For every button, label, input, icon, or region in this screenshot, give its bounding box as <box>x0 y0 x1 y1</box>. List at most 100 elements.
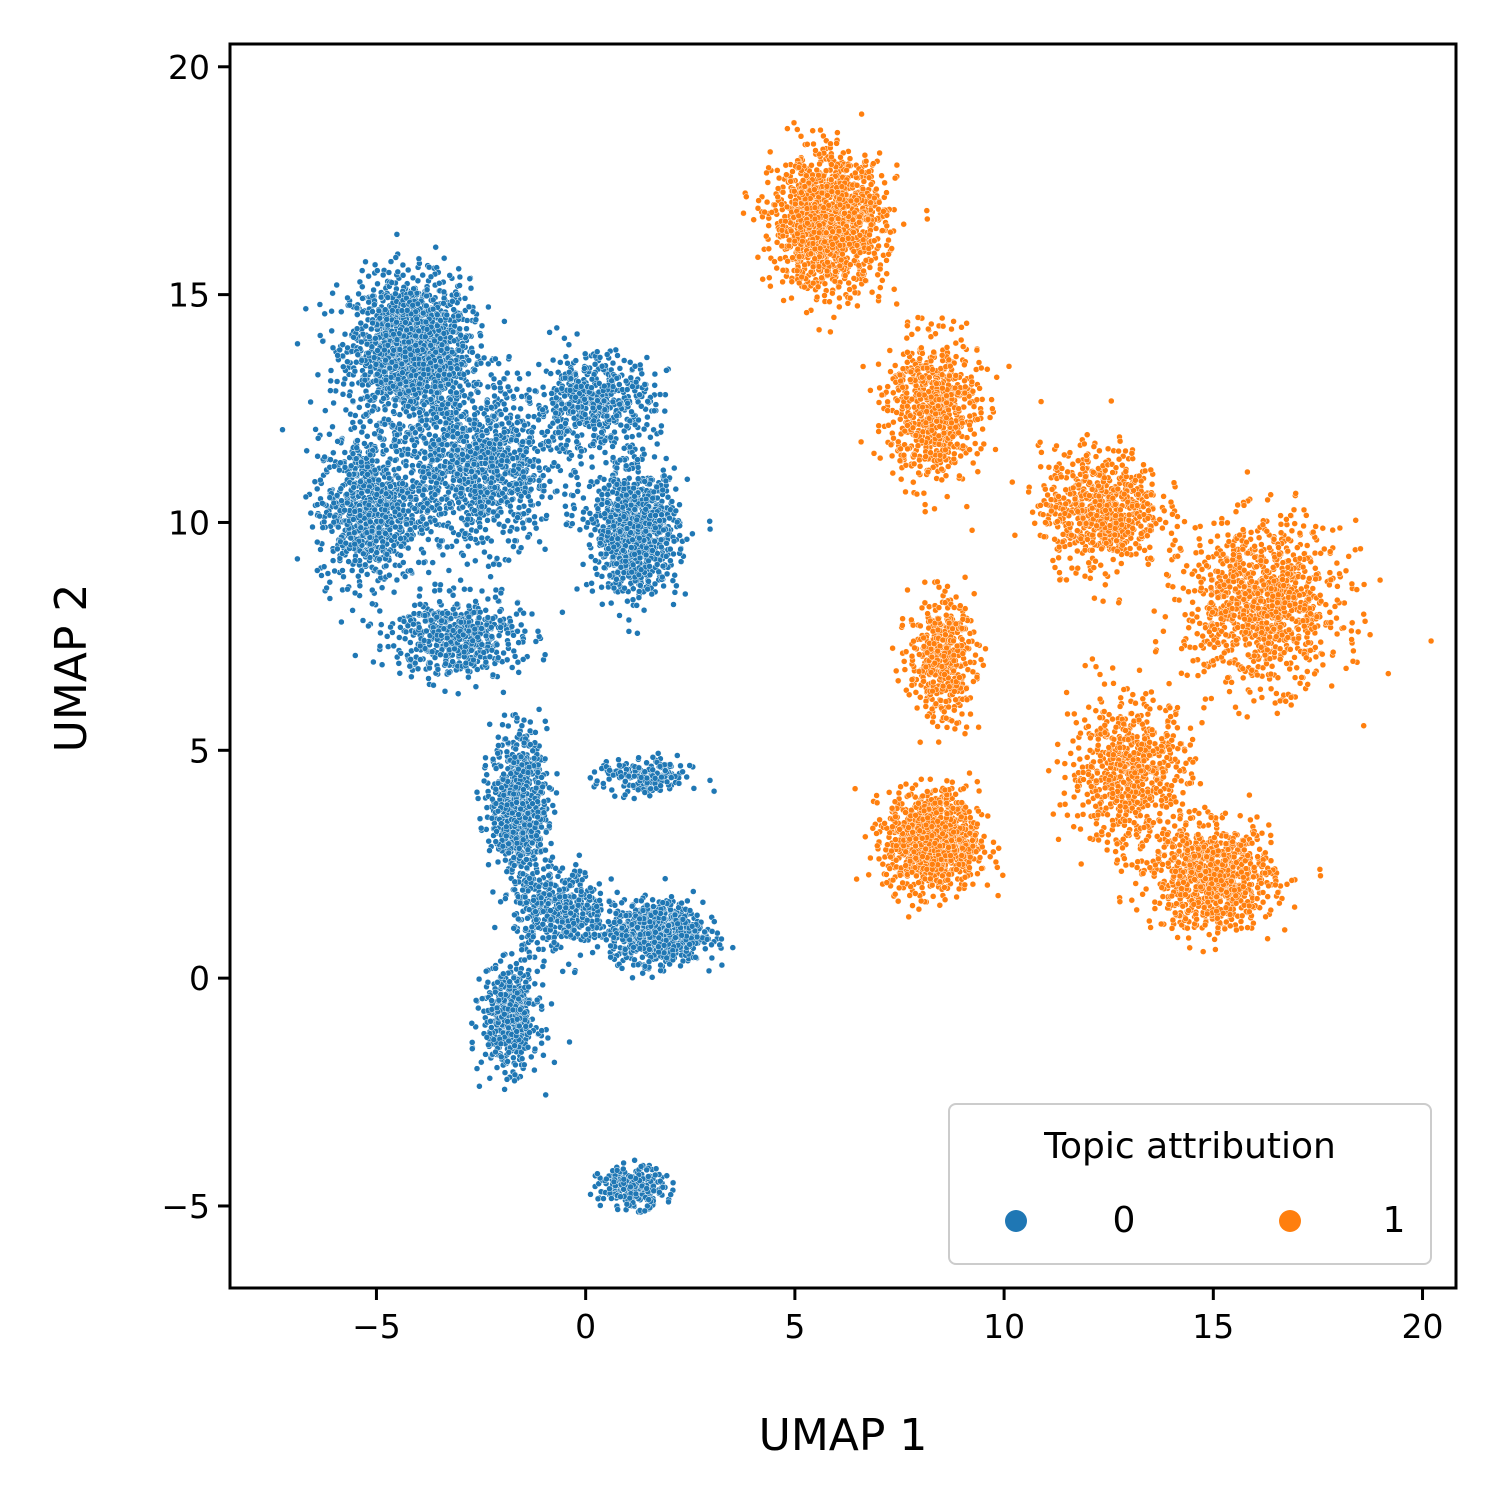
scatter-point <box>374 267 381 274</box>
scatter-point <box>341 449 349 456</box>
scatter-point <box>661 407 669 415</box>
scatter-point <box>314 567 321 574</box>
scatter-point <box>444 432 451 439</box>
scatter-point <box>373 491 381 498</box>
scatter-point <box>431 337 438 345</box>
scatter-point <box>453 291 460 298</box>
scatter-point <box>496 379 504 386</box>
scatter-point <box>313 485 321 493</box>
scatter-point <box>329 289 336 297</box>
scatter-point <box>314 538 321 546</box>
scatter-point <box>628 408 635 416</box>
scatter-point <box>358 338 365 346</box>
scatter-point <box>497 411 505 418</box>
scatter-point <box>469 397 476 405</box>
scatter-point <box>644 398 651 405</box>
scatter-point <box>381 306 389 313</box>
scatter-point <box>319 500 326 507</box>
scatter-point <box>408 436 416 444</box>
scatter-point <box>576 420 583 427</box>
scatter-point <box>351 589 359 597</box>
scatter-point <box>438 341 446 349</box>
scatter-point <box>573 330 581 338</box>
scatter-point <box>379 271 387 279</box>
scatter-point <box>450 337 458 345</box>
scatter-point <box>412 429 419 436</box>
scatter-point <box>601 437 609 445</box>
scatter-point <box>371 466 379 474</box>
scatter-point <box>380 368 388 376</box>
scatter-point <box>339 341 346 348</box>
scatter-point <box>505 419 513 427</box>
scatter-point <box>381 346 388 354</box>
scatter-point <box>598 583 605 591</box>
scatter-point <box>477 454 485 461</box>
scatter-point <box>365 333 373 340</box>
scatter-point <box>416 380 423 388</box>
scatter-point <box>358 489 365 497</box>
scatter-point <box>519 519 526 527</box>
scatter-point <box>511 537 519 544</box>
scatter-point <box>378 584 386 591</box>
scatter-point <box>348 567 356 574</box>
scatter-point <box>420 371 427 378</box>
scatter-point <box>463 325 470 332</box>
scatter-point <box>368 547 375 554</box>
scatter-point <box>643 354 651 361</box>
scatter-point <box>474 389 482 396</box>
scatter-point <box>341 506 348 514</box>
scatter-point <box>382 513 390 521</box>
scatter-point <box>454 365 461 372</box>
scatter-point <box>334 352 341 359</box>
scatter-point <box>350 516 357 523</box>
scatter-point <box>631 421 639 429</box>
scatter-point <box>314 371 322 379</box>
scatter-point <box>376 434 384 442</box>
scatter-point <box>424 383 431 390</box>
scatter-point <box>329 344 337 352</box>
scatter-point <box>550 459 558 466</box>
scatter-point <box>682 590 689 598</box>
scatter-point <box>548 390 555 397</box>
scatter-point <box>407 351 415 359</box>
scatter-point <box>456 282 463 289</box>
scatter-point <box>426 431 433 438</box>
scatter-point <box>466 426 474 434</box>
scatter-point <box>383 316 390 323</box>
scatter-point <box>362 411 370 418</box>
scatter-point <box>365 501 373 509</box>
scatter-point <box>522 448 530 456</box>
scatter-point <box>429 296 437 304</box>
scatter-point <box>485 498 492 506</box>
scatter-point <box>399 480 406 487</box>
scatter-point <box>538 493 546 501</box>
scatter-point <box>601 406 609 413</box>
scatter-point <box>588 384 595 391</box>
scatter-point <box>563 510 571 518</box>
scatter-point <box>352 455 360 462</box>
scatter-point <box>460 438 467 445</box>
scatter-point <box>380 395 387 402</box>
scatter-point <box>525 413 532 420</box>
scatter-point <box>514 419 521 426</box>
scatter-point <box>576 526 584 533</box>
scatter-point <box>408 469 415 476</box>
scatter-point <box>351 367 359 375</box>
scatter-point <box>368 527 376 535</box>
scatter-point <box>370 286 377 294</box>
scatter-point <box>330 399 337 407</box>
scatter-point <box>564 360 571 367</box>
scatter-point <box>390 347 397 354</box>
scatter-point <box>504 383 512 391</box>
scatter-point <box>603 412 611 420</box>
scatter-point <box>393 448 400 455</box>
scatter-point <box>481 548 488 556</box>
scatter-point <box>424 366 432 373</box>
scatter-point <box>402 474 409 481</box>
scatter-point <box>580 494 587 502</box>
scatter-point <box>521 421 528 429</box>
scatter-point <box>469 308 477 315</box>
scatter-point <box>372 537 380 545</box>
scatter-point <box>321 310 328 318</box>
scatter-point <box>316 512 323 520</box>
